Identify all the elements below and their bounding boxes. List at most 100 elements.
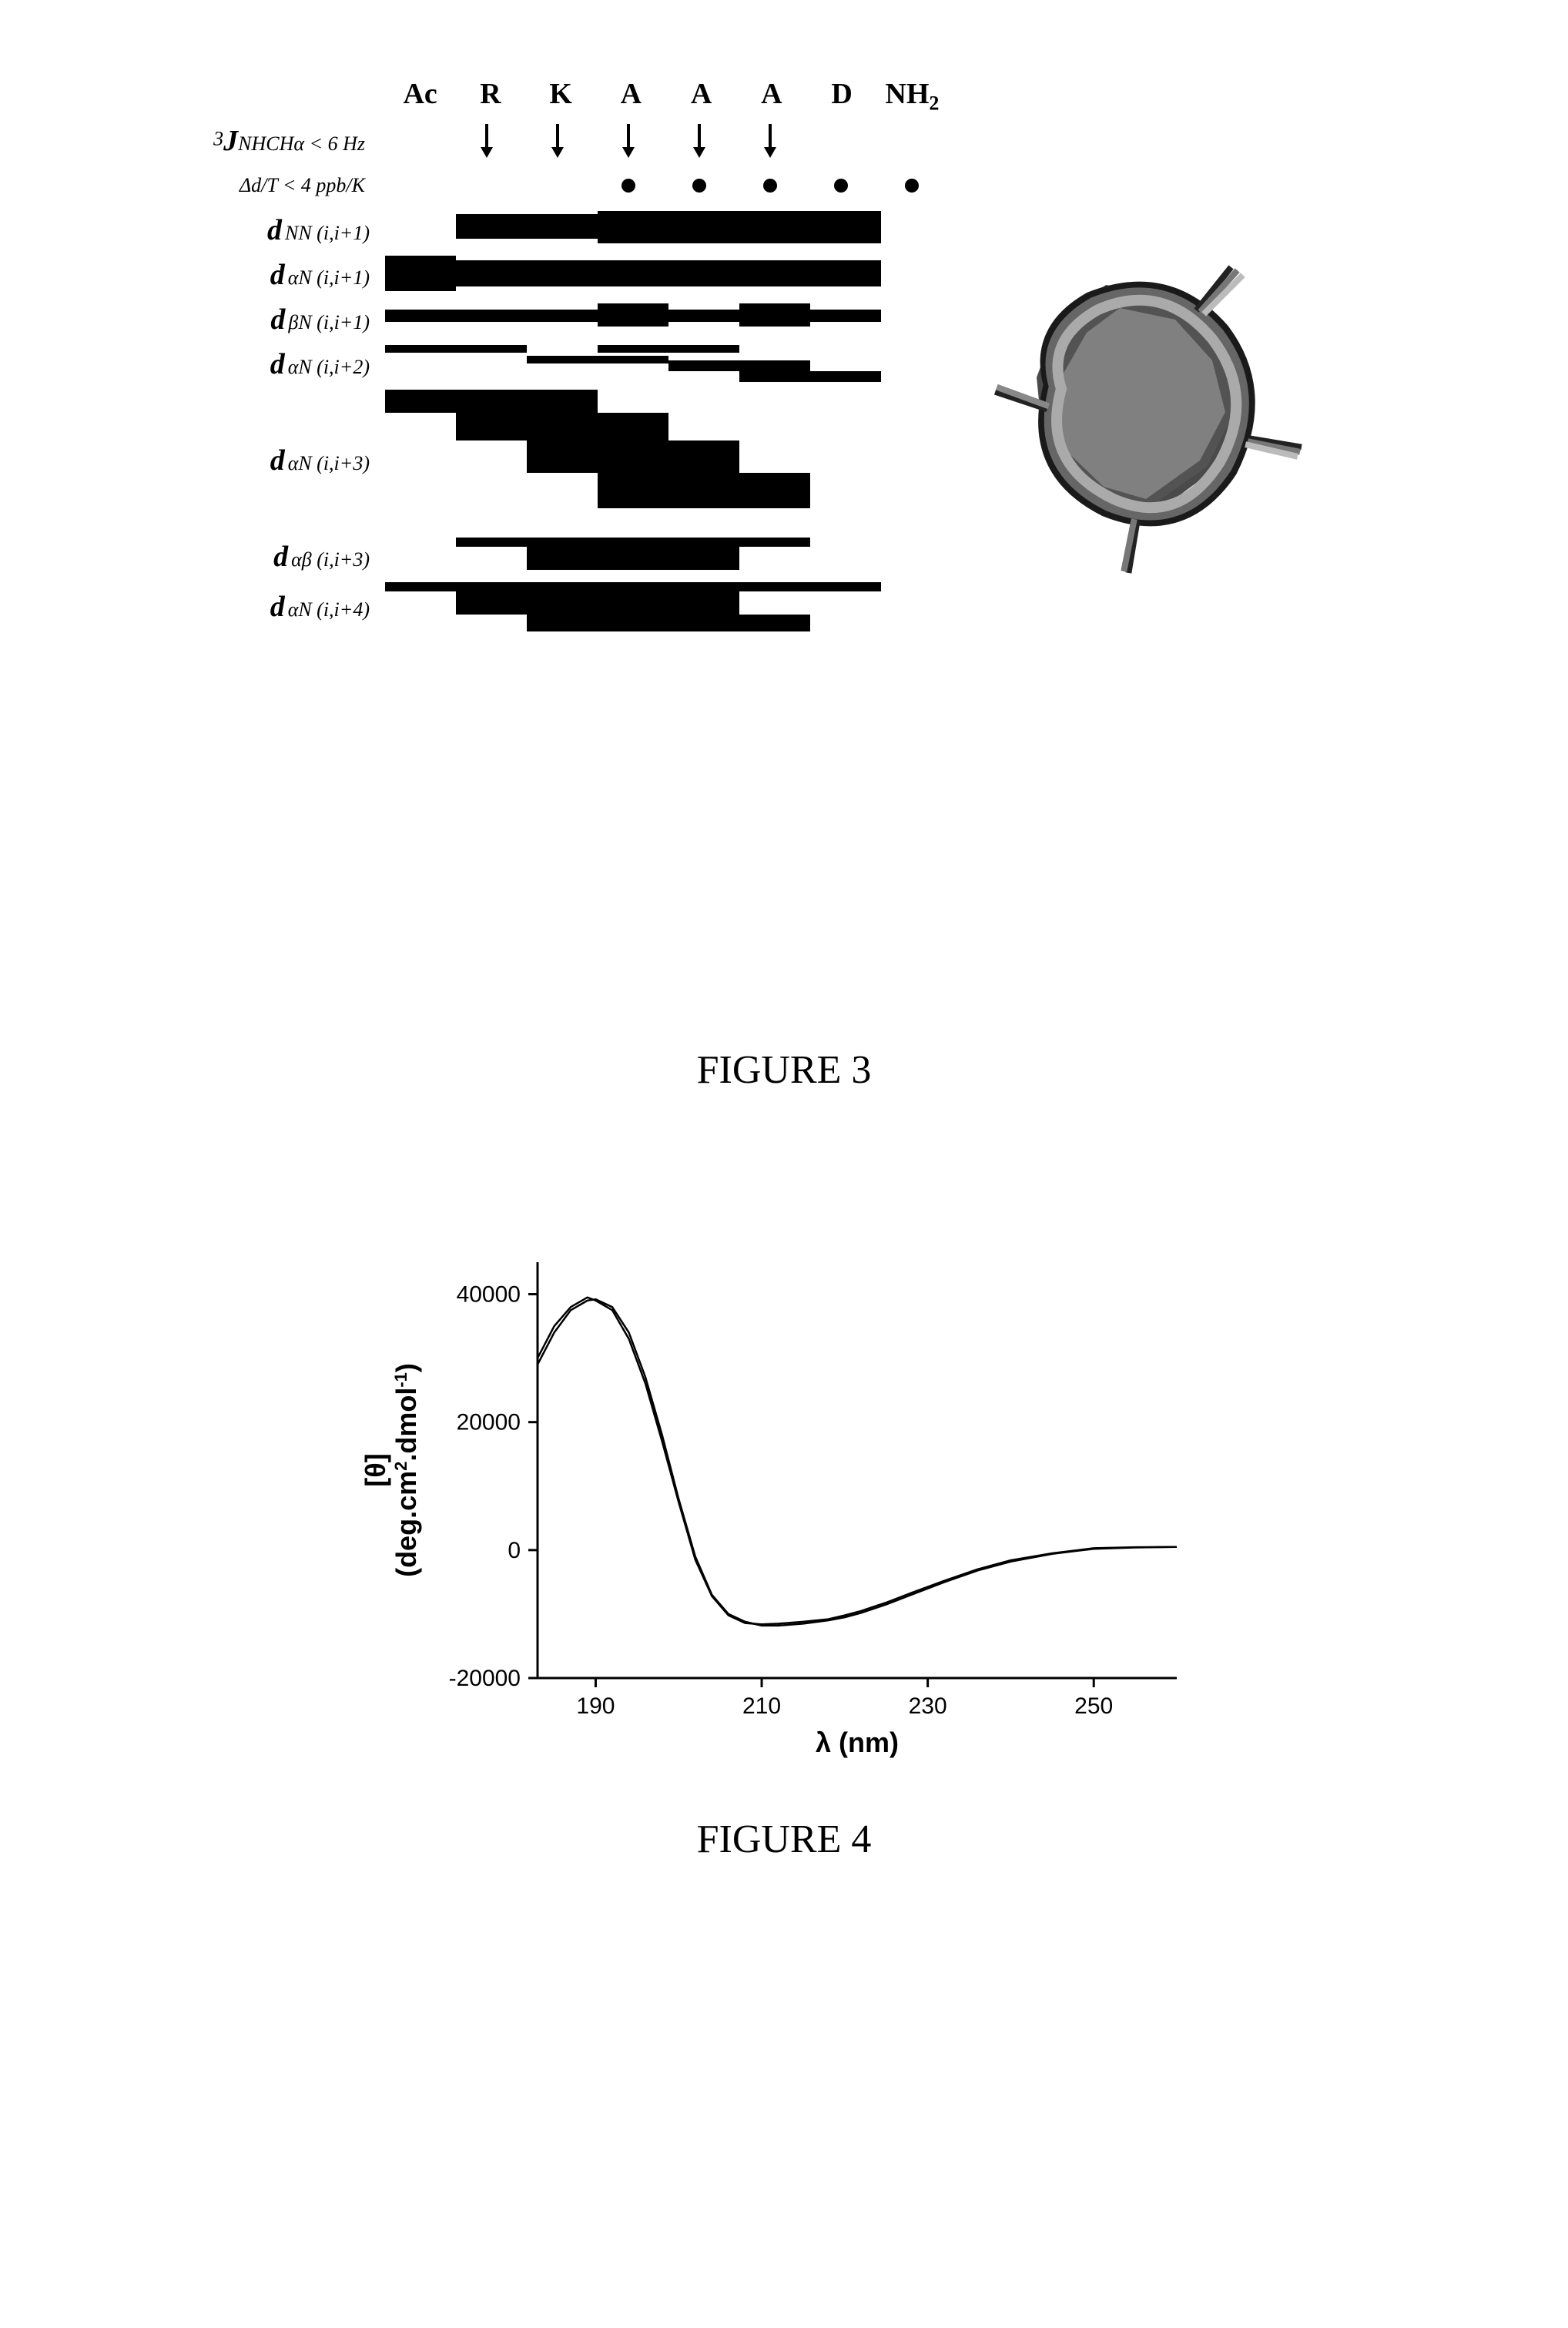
x-tick-label: 210 — [742, 1693, 781, 1719]
noe-bar — [668, 310, 739, 322]
dot-icon — [621, 178, 636, 193]
temp-coeff-row: Δd/T < 4 ppb/K — [177, 166, 947, 205]
noe-row: d αN (i,i+3) — [177, 390, 947, 531]
arrow-row — [380, 122, 947, 160]
cd-spectrum-chart: -20000 0 20000 40000 190 210 230 250 λ (nm) [θ](d… — [360, 1231, 1208, 1770]
arrow-cell — [593, 122, 664, 159]
y-tick-label: -20000 — [449, 1666, 521, 1691]
noe-bar — [739, 371, 881, 382]
x-axis-label: λ (nm) — [816, 1727, 899, 1758]
residue-label: K — [526, 77, 596, 116]
down-arrow-icon — [762, 122, 778, 159]
noe-bar — [385, 390, 598, 413]
down-arrow-icon — [550, 122, 565, 159]
noe-bar — [527, 356, 668, 363]
noe-row-label: d αN (i,i+4) — [177, 590, 385, 624]
noe-bar — [456, 214, 598, 239]
noe-row: d βN (i,i+1) — [177, 300, 947, 339]
noe-bar — [456, 591, 739, 615]
j-coupling-row: 3JNHCHα < 6 Hz — [177, 122, 947, 160]
residue-label: A — [666, 77, 736, 116]
noe-row: d NN (i,i+1) — [177, 211, 947, 250]
noe-row-label: d αN (i,i+1) — [177, 258, 385, 292]
dot-cell — [735, 178, 806, 193]
x-tick-label: 230 — [909, 1693, 947, 1719]
noe-bar — [598, 303, 668, 327]
residue-label: A — [596, 77, 666, 116]
y-tick-label: 20000 — [457, 1410, 521, 1435]
nmr-structure-ensemble — [960, 231, 1345, 616]
noe-panel: AcRKAAADNH2 3JNHCHα < 6 Hz Δd/T < 4 ppb/… — [177, 77, 947, 631]
dot-icon — [692, 178, 707, 193]
noe-row: d αβ (i,i+3) — [177, 538, 947, 576]
noe-bar — [385, 345, 527, 353]
noe-bar — [810, 310, 881, 322]
residue-label: NH2 — [877, 77, 947, 116]
noe-bar-track — [385, 300, 881, 339]
svg-text:(deg.cm2.dmol-1): (deg.cm2.dmol-1) — [390, 1363, 422, 1577]
dot-icon — [833, 178, 849, 193]
dot-icon — [904, 178, 920, 193]
cd-series-1 — [538, 1299, 1177, 1626]
noe-bar-track — [385, 211, 881, 250]
figure-3-caption: FIGURE 3 — [116, 1047, 1452, 1093]
dot-cell — [876, 178, 947, 193]
noe-row: d αN (i,i+1) — [177, 256, 947, 294]
noe-row-label: d αN (i,i+3) — [177, 444, 385, 477]
figure-4-container: -20000 0 20000 40000 190 210 230 250 λ (nm) [θ](d… — [116, 1231, 1452, 1770]
noe-bar — [527, 440, 739, 473]
arrow-cell — [735, 122, 806, 159]
figure-3-container: AcRKAAADNH2 3JNHCHα < 6 Hz Δd/T < 4 ppb/… — [116, 77, 1452, 1001]
noe-bar — [739, 303, 810, 327]
dot-cell — [664, 178, 735, 193]
noe-row-label: d βN (i,i+1) — [177, 303, 385, 337]
noe-bar-track — [385, 582, 881, 631]
noe-bar — [527, 547, 739, 570]
noe-bar — [598, 582, 881, 591]
noe-bar — [598, 345, 739, 353]
noe-bar — [598, 473, 810, 508]
noe-bar-track — [385, 390, 881, 531]
residue-label: R — [455, 77, 525, 116]
noe-row-label: d αβ (i,i+3) — [177, 540, 385, 574]
noe-bar — [668, 360, 810, 371]
y-axis-label: [θ](deg.cm2.dmol-1) — [360, 1363, 422, 1577]
noe-bar — [598, 538, 810, 547]
residue-label: A — [736, 77, 806, 116]
noe-bar — [385, 256, 456, 291]
x-tick-label: 190 — [576, 1693, 615, 1719]
figure-4-caption: FIGURE 4 — [116, 1817, 1452, 1862]
y-tick-label: 40000 — [457, 1282, 521, 1308]
temp-coeff-label: Δd/T < 4 ppb/K — [177, 174, 380, 197]
noe-row-label: d NN (i,i+1) — [177, 213, 385, 247]
arrow-cell — [664, 122, 735, 159]
residue-label: D — [807, 77, 877, 116]
dot-cell — [806, 178, 876, 193]
noe-bar-track — [385, 345, 881, 384]
residue-label: Ac — [385, 77, 455, 116]
y-tick-label: 0 — [508, 1538, 521, 1563]
dot-row — [380, 166, 947, 205]
down-arrow-icon — [692, 122, 707, 159]
noe-bar — [598, 211, 881, 243]
noe-bar — [456, 413, 668, 440]
noe-rows-container: d NN (i,i+1) d αN (i,i+1) d βN (i,i+1) d αN… — [177, 211, 947, 631]
noe-bar — [456, 260, 881, 286]
x-tick-label: 250 — [1074, 1693, 1113, 1719]
dot-icon — [762, 178, 778, 193]
svg-text:[θ]: [θ] — [360, 1453, 391, 1486]
j-coupling-label: 3JNHCHα < 6 Hz — [177, 124, 380, 158]
noe-bar — [385, 310, 598, 322]
down-arrow-icon — [479, 122, 494, 159]
noe-row: d αN (i,i+2) — [177, 345, 947, 384]
noe-bar-track — [385, 256, 881, 294]
arrow-cell — [451, 122, 522, 159]
arrow-cell — [522, 122, 593, 159]
residue-header: AcRKAAADNH2 — [385, 77, 947, 116]
noe-row: d αN (i,i+4) — [177, 582, 947, 631]
dot-cell — [593, 178, 664, 193]
down-arrow-icon — [621, 122, 636, 159]
noe-bar — [527, 615, 810, 631]
noe-row-label: d αN (i,i+2) — [177, 347, 385, 381]
noe-bar-track — [385, 538, 881, 576]
